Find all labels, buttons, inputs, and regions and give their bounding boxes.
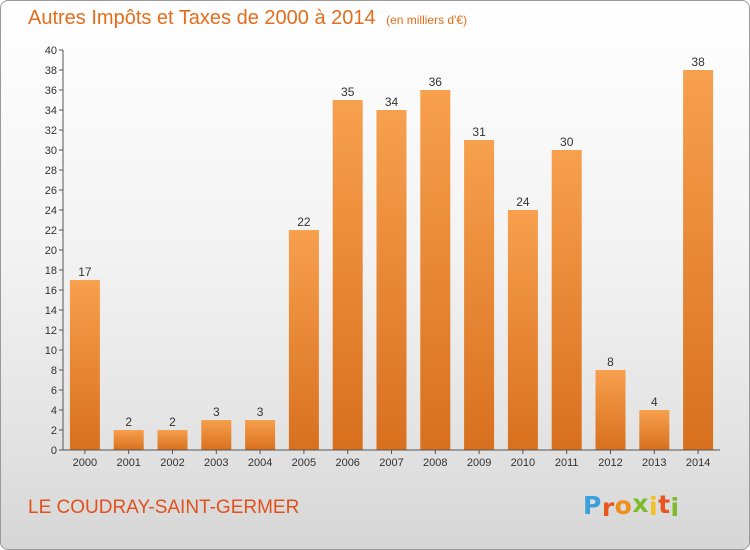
x-tick-label: 2000 (73, 457, 97, 469)
logo-letter: P (583, 491, 602, 520)
bar-value-label: 34 (385, 95, 399, 109)
y-tick-label: 22 (45, 225, 57, 237)
y-tick-label: 14 (45, 305, 57, 317)
logo-letter: r (601, 493, 615, 522)
bar (595, 370, 626, 450)
x-tick-label: 2006 (335, 457, 359, 469)
y-tick-label: 30 (45, 145, 57, 157)
x-tick-label: 2013 (642, 457, 666, 469)
y-tick-label: 34 (45, 105, 57, 117)
bar (201, 420, 232, 450)
x-tick-label: 2010 (511, 457, 535, 469)
bar (376, 110, 407, 450)
bar-value-label: 3 (213, 405, 220, 419)
bar (507, 210, 538, 450)
x-tick-label: 2004 (248, 457, 272, 469)
logo-letter: t (658, 490, 671, 519)
y-tick-label: 18 (45, 265, 57, 277)
bar (245, 420, 276, 450)
bar-value-label: 2 (125, 415, 132, 429)
y-tick-label: 28 (45, 165, 57, 177)
y-tick-label: 40 (45, 45, 57, 57)
y-tick-label: 32 (45, 125, 57, 137)
bar (288, 230, 319, 450)
bar-value-label: 35 (341, 85, 355, 99)
x-tick-label: 2003 (204, 457, 228, 469)
bar-value-label: 36 (429, 75, 443, 89)
x-tick-label: 2012 (598, 457, 622, 469)
bar-value-label: 22 (297, 215, 311, 229)
bar-value-label: 17 (78, 265, 92, 279)
x-tick-label: 2007 (379, 457, 403, 469)
logo-letter: o (614, 491, 633, 520)
bar-value-label: 38 (691, 55, 705, 69)
bar-value-label: 24 (516, 195, 530, 209)
x-tick-label: 2008 (423, 457, 447, 469)
x-tick-label: 2002 (160, 457, 184, 469)
bar (683, 70, 714, 450)
y-tick-label: 0 (51, 445, 57, 457)
x-tick-label: 2001 (116, 457, 140, 469)
y-tick-label: 4 (51, 405, 57, 417)
y-tick-label: 10 (45, 345, 57, 357)
bar (69, 280, 100, 450)
x-tick-label: 2014 (686, 457, 710, 469)
bar-value-label: 3 (257, 405, 264, 419)
y-tick-label: 16 (45, 285, 57, 297)
x-tick-label: 2011 (555, 457, 579, 469)
y-tick-label: 36 (45, 85, 57, 97)
commune-name: LE COUDRAY-SAINT-GERMER (28, 497, 300, 518)
chart-title: Autres Impôts et Taxes de 2000 à 2014 (28, 7, 376, 29)
bar (551, 150, 582, 450)
y-tick-label: 2 (51, 425, 57, 437)
chart-title-block: Autres Impôts et Taxes de 2000 à 2014 (e… (28, 7, 467, 30)
y-tick-label: 38 (45, 65, 57, 77)
y-tick-label: 20 (45, 245, 57, 257)
logo-letter: x (632, 489, 649, 518)
logo-letter: i (670, 493, 680, 522)
bar (420, 90, 451, 450)
x-tick-label: 2009 (467, 457, 491, 469)
bar (332, 100, 363, 450)
y-tick-label: 8 (51, 365, 57, 377)
bar-value-label: 8 (607, 355, 614, 369)
bar-value-label: 30 (560, 135, 574, 149)
x-tick-label: 2005 (292, 457, 316, 469)
bar-value-label: 2 (169, 415, 176, 429)
y-tick-label: 24 (45, 205, 57, 217)
chart-subtitle: (en milliers d'€) (386, 13, 468, 27)
bar (113, 430, 144, 450)
y-tick-label: 12 (45, 325, 57, 337)
proxiti-logo: Proxiti (583, 489, 680, 522)
bar-value-label: 31 (472, 125, 486, 139)
bar (639, 410, 670, 450)
logo-letter: i (649, 492, 659, 521)
y-tick-label: 6 (51, 385, 57, 397)
bar-value-label: 4 (651, 395, 658, 409)
bar (157, 430, 188, 450)
y-tick-label: 26 (45, 185, 57, 197)
bar (464, 140, 495, 450)
